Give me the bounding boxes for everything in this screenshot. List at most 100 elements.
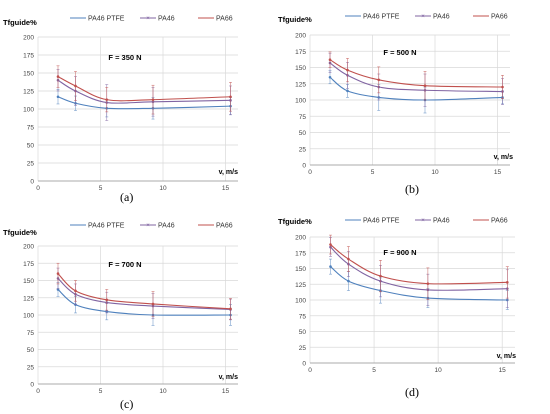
x-tick-label: 15 <box>494 169 502 176</box>
data-point <box>151 98 155 101</box>
y-tick-label: 150 <box>23 71 34 78</box>
data-point <box>74 84 77 88</box>
data-point <box>229 307 232 311</box>
legend-label: PA66 <box>216 16 233 23</box>
y-tick-label: 75 <box>27 125 35 132</box>
x-tick-label: 15 <box>222 388 230 395</box>
y-tick-label: 100 <box>23 313 34 320</box>
data-point <box>229 95 232 99</box>
y-tick-label: 175 <box>23 53 34 60</box>
y-axis-label: Tfguide% <box>3 18 37 27</box>
data-point <box>329 243 332 246</box>
y-tick-label: 75 <box>27 330 35 337</box>
data-point <box>501 85 504 89</box>
panel-label-a: (a) <box>120 190 134 204</box>
force-annotation: F = 900 N <box>383 248 416 257</box>
y-tick-label: 75 <box>299 114 307 121</box>
force-annotation: F = 350 N <box>108 53 141 62</box>
y-tick-label: 25 <box>27 161 35 168</box>
y-tick-label: 125 <box>23 295 34 302</box>
y-tick-label: 50 <box>299 329 307 336</box>
y-tick-label: 75 <box>299 313 307 320</box>
y-tick-label: 50 <box>27 143 35 150</box>
legend-marker: × <box>421 14 425 20</box>
chart-svg-a: 0 25 50 75 100 125 150 175 200 0 5 10 15 Tfguide% v, m… <box>3 16 238 193</box>
legend-marker: × <box>421 218 425 224</box>
legend-label: PA66 <box>491 14 508 21</box>
y-tick-label: 200 <box>295 235 306 242</box>
data-point <box>56 272 60 275</box>
x-tick-label: 5 <box>372 367 376 374</box>
x-tick-label: 10 <box>159 185 167 192</box>
chart-svg-d: 0 25 50 75 100 125 150 175 200 0 5 10 15 Tfguide% v, m… <box>278 217 516 374</box>
x-tick-label: 0 <box>308 367 312 374</box>
legend-label: PA46 <box>158 223 175 230</box>
panel-label-c: (c) <box>120 397 134 411</box>
data-point <box>105 298 109 302</box>
y-tick-label: 100 <box>295 298 306 305</box>
series-line <box>57 76 231 102</box>
series-line <box>330 244 508 285</box>
x-tick-label: 15 <box>499 367 507 374</box>
legend-label: PA46 <box>158 16 175 23</box>
force-annotation: F = 700 N <box>108 260 141 269</box>
data-point <box>56 75 60 78</box>
x-tick-label: 15 <box>222 185 230 192</box>
x-axis-label: v, m/s <box>219 374 238 381</box>
y-tick-label: 125 <box>23 89 34 96</box>
data-point <box>74 289 77 293</box>
chart-panel-c: 0 25 50 75 100 125 150 175 200 0 5 10 15 Tfguide% v, m… <box>0 207 275 402</box>
data-point <box>151 302 155 306</box>
y-tick-label: 125 <box>295 81 306 88</box>
legend-label: PA46 PTFE <box>88 16 125 23</box>
chart-svg-c: 0 25 50 75 100 125 150 175 200 0 5 10 15 Tfguide% v, m… <box>3 223 238 396</box>
y-tick-label: 200 <box>23 244 34 251</box>
y-tick-label: 50 <box>27 347 35 354</box>
x-axis-label: v, m/s <box>497 353 516 360</box>
chart-svg-b: 0 25 50 75 100 125 150 175 200 0 5 10 15 Tfguide% v, m… <box>278 14 513 177</box>
legend-label: PA46 PTFE <box>363 14 400 21</box>
y-tick-label: 0 <box>30 179 34 186</box>
x-tick-label: 0 <box>36 185 40 192</box>
legend-label: PA46 <box>433 14 450 21</box>
x-tick-label: 5 <box>99 185 103 192</box>
x-tick-label: 0 <box>36 388 40 395</box>
data-point <box>56 95 60 99</box>
y-axis-label: Tfguide% <box>278 15 312 24</box>
y-tick-label: 100 <box>23 107 34 114</box>
series-line <box>329 76 503 101</box>
data-point <box>377 78 381 82</box>
panel-label-b: (b) <box>405 182 419 196</box>
force-annotation: F = 500 N <box>383 48 416 57</box>
y-tick-label: 0 <box>302 163 306 170</box>
legend-label: PA66 <box>216 223 233 230</box>
y-tick-label: 25 <box>299 146 307 153</box>
legend-label: PA46 <box>433 218 450 225</box>
y-tick-label: 150 <box>23 278 34 285</box>
data-point <box>346 89 349 93</box>
x-tick-label: 10 <box>159 388 167 395</box>
x-axis-label: v, m/s <box>494 154 513 161</box>
x-tick-label: 5 <box>99 388 103 395</box>
y-axis-label: Tfguide% <box>3 228 37 237</box>
legend-marker: × <box>146 223 150 229</box>
chart-panel-b: 0 25 50 75 100 125 150 175 200 0 5 10 15 Tfguide% v, m… <box>275 0 550 195</box>
legend-label: PA46 PTFE <box>363 218 400 225</box>
x-tick-label: 10 <box>431 169 439 176</box>
data-point <box>328 75 332 79</box>
data-point <box>426 282 430 285</box>
y-tick-label: 125 <box>295 282 306 289</box>
data-point <box>328 58 332 61</box>
y-tick-label: 150 <box>295 65 306 72</box>
x-tick-label: 10 <box>435 367 443 374</box>
y-tick-label: 50 <box>299 130 307 137</box>
legend-label: PA66 <box>491 218 508 225</box>
series-line <box>57 96 231 110</box>
y-tick-label: 200 <box>295 33 306 40</box>
series-line <box>57 289 231 316</box>
series-line <box>57 273 231 310</box>
x-tick-label: 5 <box>371 169 375 176</box>
panel-label-d: (d) <box>405 385 419 399</box>
data-point <box>329 265 332 268</box>
y-axis-label: Tfguide% <box>278 217 312 226</box>
